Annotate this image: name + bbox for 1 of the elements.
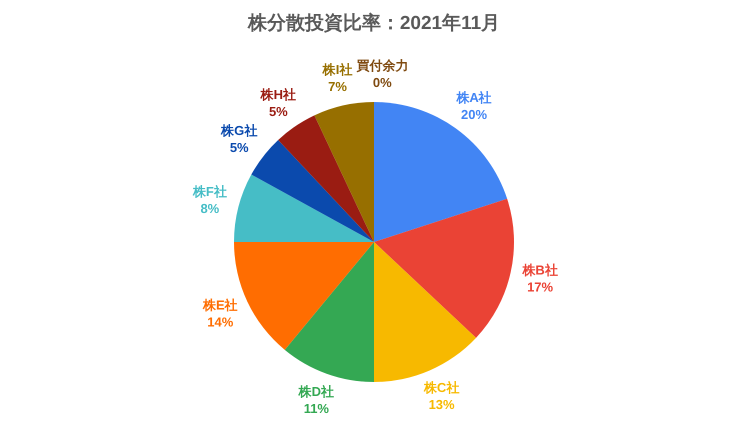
title: 株分散投資比率：2021年11月: [248, 13, 500, 34]
